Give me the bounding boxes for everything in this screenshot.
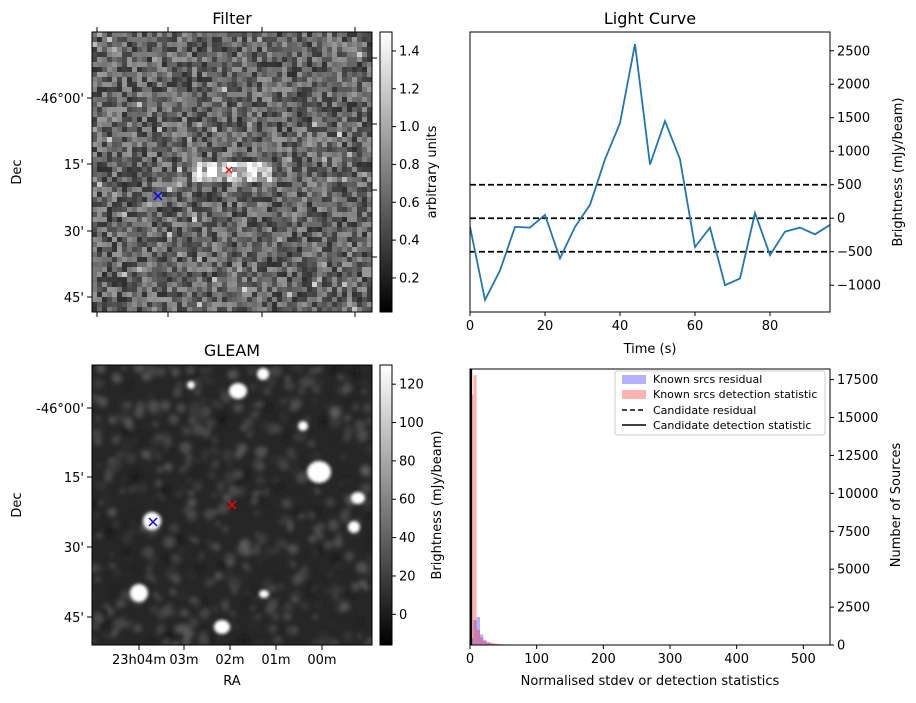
legend-label: Candidate residual <box>653 404 756 417</box>
histogram-ylabel: Number of Sources <box>889 443 904 568</box>
gleam-source-blob <box>351 492 365 504</box>
gleam-source-blob <box>187 381 195 389</box>
gleam-source-blob <box>307 461 331 483</box>
gleam-ytick: -46°00' <box>36 402 84 417</box>
histogram-ytick: 5000 <box>837 563 870 578</box>
lightcurve-ytick: −500 <box>837 245 873 260</box>
gleam-xlabel: RA <box>223 674 241 689</box>
legend-label: Known srcs detection statistic <box>653 388 817 401</box>
colorbar-tick: 120 <box>399 378 424 393</box>
legend-swatch-detection <box>622 390 646 399</box>
colorbar-tick: 0 <box>399 608 407 623</box>
histogram-bar <box>480 637 483 645</box>
histogram-bar <box>477 630 480 645</box>
histogram-xtick: 400 <box>724 652 749 667</box>
lightcurve-title: Light Curve <box>604 9 696 28</box>
histogram-bar <box>483 640 486 645</box>
histogram-ytick: 15000 <box>837 411 878 426</box>
legend-swatch-residual <box>622 375 646 384</box>
gleam-image <box>88 362 377 650</box>
histogram-xtick: 500 <box>791 652 816 667</box>
colorbar-tick: 1.4 <box>399 44 420 59</box>
lightcurve-ytick: 2000 <box>837 78 870 93</box>
lightcurve-xtick: 40 <box>612 319 629 334</box>
histogram-xtick: 200 <box>591 652 616 667</box>
histogram-xtick: 0 <box>466 652 474 667</box>
lightcurve-ylabel: Brightness (mJy/beam) <box>891 98 906 247</box>
gleam-source-blob <box>257 368 269 380</box>
colorbar-tick: 1.2 <box>399 82 420 97</box>
colorbar-tick: 1.0 <box>399 120 420 135</box>
histogram-legend: Known srcs residual Known srcs detection… <box>615 371 825 435</box>
gleam-source-blob <box>348 521 360 533</box>
lightcurve-xtick: 20 <box>537 319 554 334</box>
histogram-ytick: 10000 <box>837 487 878 502</box>
gleam-source-blob <box>130 584 148 602</box>
legend-label: Candidate detection statistic <box>653 419 811 432</box>
histogram-ytick: 7500 <box>837 525 870 540</box>
gleam-ytick: 15' <box>64 471 84 486</box>
histogram-xtick: 300 <box>658 652 683 667</box>
colorbar-tick: 80 <box>399 454 416 469</box>
lightcurve-series-line <box>470 44 830 300</box>
lightcurve-xlabel: Time (s) <box>623 342 677 357</box>
lightcurve-ytick: 500 <box>837 178 862 193</box>
colorbar-tick: 40 <box>399 531 416 546</box>
filter-ylabel: Dec <box>10 159 25 184</box>
lightcurve-ytick: −1000 <box>837 279 881 294</box>
colorbar-tick: 0.2 <box>399 271 420 286</box>
filter-colorbar-label: arbitrary units <box>425 125 440 218</box>
gleam-xtick: 00m <box>307 653 336 668</box>
gleam-xtick: 23h04m <box>112 653 166 668</box>
gleam-ytick: 45' <box>64 611 84 626</box>
colorbar-tick: 0.6 <box>399 196 420 211</box>
gleam-xtick: 03m <box>169 653 198 668</box>
gleam-ylabel: Dec <box>10 492 25 517</box>
filter-ytick: 15' <box>64 158 84 173</box>
histogram-ytick: 17500 <box>837 373 878 388</box>
gleam-xtick: 01m <box>261 653 290 668</box>
gleam-colorbar: 0 20 40 60 80 100 120 Brightness (mJy/beam) <box>380 365 445 645</box>
lightcurve-ytick: 0 <box>837 212 845 227</box>
histogram-ytick: 12500 <box>837 449 878 464</box>
colorbar-tick: 0.4 <box>399 234 420 249</box>
colorbar-tick: 100 <box>399 416 424 431</box>
gleam-source-blob <box>229 383 247 399</box>
filter-ytick: 30' <box>64 225 84 240</box>
gleam-source-blob <box>214 620 230 634</box>
gleam-panel: GLEAM -46°00' 15' 30' 45' 23h04m 03m 02m… <box>10 341 445 689</box>
colorbar-tick: 0.8 <box>399 158 420 173</box>
lightcurve-frame <box>470 32 830 312</box>
filter-panel: Filter -46°00' 15' 30' 45' Dec <box>10 9 440 317</box>
histogram-xlabel: Normalised stdev or detection statistics <box>521 674 780 689</box>
histogram-ytick: 2500 <box>837 601 870 616</box>
lightcurve-ytick: 1500 <box>837 111 870 126</box>
filter-title: Filter <box>212 9 252 28</box>
histogram-ytick: 0 <box>837 639 845 654</box>
lightcurve-xtick: 80 <box>762 319 779 334</box>
lightcurve-xtick: 0 <box>466 319 474 334</box>
legend-label: Known srcs residual <box>653 373 762 386</box>
lightcurve-panel: Light Curve 0 20 40 60 80 −1000 −500 0 500 1000 1… <box>466 9 906 357</box>
lightcurve-ytick: 2500 <box>837 44 870 59</box>
gleam-xtick: 02m <box>215 653 244 668</box>
filter-ytick: -46°00' <box>36 92 84 107</box>
colorbar-tick: 60 <box>399 493 416 508</box>
lightcurve-xtick: 60 <box>687 319 704 334</box>
histogram-bar <box>473 375 476 645</box>
gleam-colorbar-label: Brightness (mJy/beam) <box>430 431 445 580</box>
lightcurve-ytick: 1000 <box>837 145 870 160</box>
filter-ytick: 45' <box>64 291 84 306</box>
histogram-xtick: 100 <box>524 652 549 667</box>
gleam-source-blob <box>259 590 269 598</box>
gleam-source-blob <box>298 421 308 431</box>
histogram-panel: 0 100 200 300 400 500 0 2500 5000 7500 10000 12500… <box>466 369 904 689</box>
colorbar-tick: 20 <box>399 569 416 584</box>
gleam-ytick: 30' <box>64 541 84 556</box>
gleam-title: GLEAM <box>204 341 260 360</box>
filter-colorbar: 0.2 0.4 0.6 0.8 1.0 1.2 1.4 arbitrary units <box>380 32 440 312</box>
